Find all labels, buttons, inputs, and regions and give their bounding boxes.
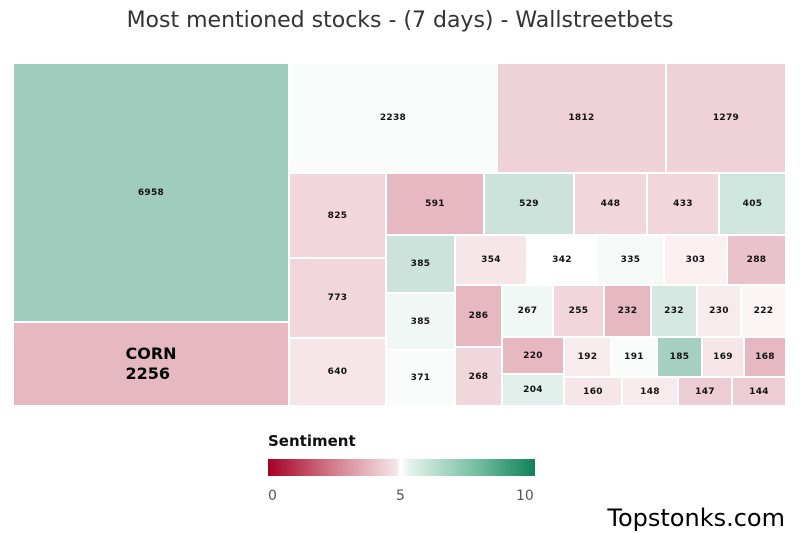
tile-value-label: 433 [673,199,693,209]
tile-value-label: 303 [685,255,706,265]
treemap-tile: 204 [502,374,564,406]
treemap-tile: 160 [564,377,622,406]
treemap-tile: 267 [502,285,553,337]
tile-value-label: 342 [552,255,572,265]
tile-value-label: 268 [468,371,489,382]
tile-value-label: 1279 [712,113,740,123]
tile-value-label: 405 [742,199,763,209]
tile-ticker-label: CORN [125,344,177,363]
treemap-tile: 286 [455,285,502,347]
tile-value-label: 371 [410,373,431,383]
tile-value-label: 232 [664,306,684,316]
tile-value-label: 230 [709,306,729,316]
treemap-tile: 1812 [497,63,666,173]
tile-value-label: 267 [517,306,538,316]
treemap-tile: 405 [719,173,786,235]
treemap-tile: 342 [527,235,597,285]
treemap-tile: 169 [702,337,744,377]
tile-value-label: 2256 [125,364,170,383]
tile-value-label: 232 [617,306,638,316]
treemap-tile: 230 [697,285,741,337]
treemap-tile: 825 [289,173,386,258]
tile-value-label: 148 [640,386,660,397]
tile-value-label: 448 [600,199,621,209]
tile-value-label: 147 [695,386,715,397]
tile-value-label: 2238 [379,113,407,123]
tile-value-label: 220 [523,350,543,361]
treemap-tile: 529 [484,173,574,235]
treemap-tile: 144 [732,377,786,406]
treemap-tile: 448 [574,173,647,235]
tile-value-label: 591 [425,199,445,209]
brand-watermark: Topstonks.com [607,504,785,532]
legend-tick-5: 5 [396,488,405,504]
chart-title: Most mentioned stocks - (7 days) - Walls… [126,8,674,33]
treemap-tile: 773 [289,258,386,338]
tile-value-label: 354 [481,255,501,265]
tile-value-label: 288 [746,255,767,265]
treemap-tile: 591 [386,173,484,235]
treemap-tile: 191 [611,337,657,377]
treemap-tile: 640 [289,338,386,406]
treemap-tile: 2238 [289,63,497,173]
tile-value-label: 255 [568,306,589,316]
tile-value-label: 6958 [137,187,165,198]
tile-value-label: 169 [713,352,733,362]
treemap-tile: 220 [502,337,564,374]
tile-value-label: 144 [749,386,769,397]
treemap-tile: 147 [678,377,732,406]
treemap-tile: 232 [651,285,697,337]
tile-value-label: 1812 [568,113,595,123]
treemap-tile: 148 [622,377,678,406]
treemap-tile: 168 [744,337,786,377]
legend-neutral-marker [399,459,401,476]
tile-value-label: 640 [327,367,348,377]
treemap-tile: 185 [657,337,702,377]
treemap-tile: 255 [553,285,604,337]
treemap-tile: 303 [664,235,727,285]
treemap-tile: 335 [597,235,664,285]
tile-value-label: 529 [519,199,539,209]
treemap-tile: 192 [564,337,611,377]
tile-value-label: 160 [583,386,603,397]
tile-value-label: 192 [577,352,598,362]
tile-value-label: 185 [669,352,690,362]
treemap-tile: 1279 [666,63,786,173]
tile-value-label: 773 [327,293,348,303]
treemap-tile: 268 [455,347,502,406]
legend-tick-0: 0 [268,488,277,504]
tile-value-label: 385 [410,316,431,327]
tile-value-label: 204 [523,385,543,395]
treemap-tile: CORN 2256 [13,322,289,406]
legend-title: Sentiment [268,432,356,450]
treemap-tile: 385 [386,235,455,293]
treemap-tile: 288 [727,235,786,285]
tile-value-label: 825 [327,210,348,221]
tile-value-label: 385 [410,259,431,269]
tile-value-label: 191 [624,352,644,362]
treemap-tile: 232 [604,285,651,337]
treemap-tile: 354 [455,235,527,285]
legend-color-scale [268,459,535,476]
treemap-tile: 6958 [13,63,289,322]
treemap-tile: 222 [741,285,786,337]
tile-value-label: 222 [753,306,774,316]
tile-value-label: 286 [468,311,489,321]
treemap-tile: 433 [647,173,719,235]
treemap-tile: 385 [386,293,455,350]
legend-tick-10: 10 [516,488,534,504]
tile-value-label: 168 [755,352,775,362]
treemap-tile: 371 [386,350,455,406]
tile-value-label: 335 [620,255,641,265]
